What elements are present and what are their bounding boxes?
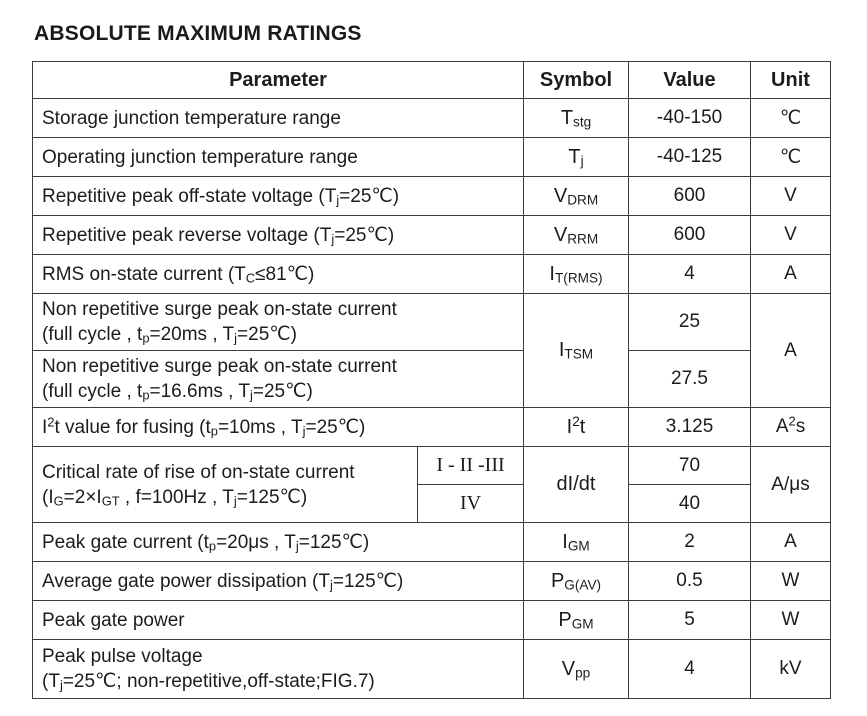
value-cell: 600	[628, 215, 751, 255]
symbol-cell: Tstg	[523, 98, 629, 138]
column-header-parameter: Parameter	[32, 61, 524, 99]
value-cell: 3.125	[628, 407, 751, 447]
value-cell: 4	[628, 639, 751, 699]
value-cell: -40-150	[628, 98, 751, 138]
value-cell: 2	[628, 522, 751, 562]
parameter-cell: Peak gate current (tp=20μs , Tj=125℃)	[32, 522, 524, 562]
value-cell: -40-125	[628, 137, 751, 177]
parameter-cell: Repetitive peak reverse voltage (Tj=25℃)	[32, 215, 524, 255]
parameter-cell: Critical rate of rise of on-state curren…	[32, 446, 418, 523]
unit-cell: ℃	[750, 98, 831, 138]
unit-cell: V	[750, 215, 831, 255]
value-cell: 40	[628, 484, 751, 523]
parameter-cell: Average gate power dissipation (Tj=125℃)	[32, 561, 524, 601]
table-row: Repetitive peak off-state voltage (Tj=25…	[32, 176, 831, 216]
unit-cell: A	[750, 293, 831, 408]
symbol-cell: PG(AV)	[523, 561, 629, 601]
thyristor-class-cell: IV	[417, 484, 524, 523]
table-row: I2t value for fusing (tp=10ms , Tj=25℃) …	[32, 407, 831, 447]
thyristor-class-cell: I - II -III	[417, 446, 524, 485]
parameter-cell: Peak pulse voltage (Tj=25℃; non-repetiti…	[32, 639, 524, 699]
symbol-cell: ITSM	[523, 293, 629, 408]
table-row: Non repetitive surge peak on-state curre…	[32, 350, 831, 408]
symbol-cell: Tj	[523, 137, 629, 177]
unit-cell: W	[750, 600, 831, 640]
table-row: Peak gate current (tp=20μs , Tj=125℃) IG…	[32, 522, 831, 562]
symbol-cell: PGM	[523, 600, 629, 640]
parameter-cell: I2t value for fusing (tp=10ms , Tj=25℃)	[32, 407, 524, 447]
symbol-cell: I2t	[523, 407, 629, 447]
value-cell: 5	[628, 600, 751, 640]
table-row: Storage junction temperature range Tstg …	[32, 98, 831, 138]
parameter-cell: Repetitive peak off-state voltage (Tj=25…	[32, 176, 524, 216]
unit-cell: A	[750, 254, 831, 294]
table-row: Operating junction temperature range Tj …	[32, 137, 831, 177]
symbol-cell: VDRM	[523, 176, 629, 216]
table-row: Non repetitive surge peak on-state curre…	[32, 293, 831, 408]
table-row: Peak pulse voltage (Tj=25℃; non-repetiti…	[32, 639, 831, 699]
symbol-cell: IGM	[523, 522, 629, 562]
symbol-cell: IT(RMS)	[523, 254, 629, 294]
unit-cell: W	[750, 561, 831, 601]
column-header-symbol: Symbol	[523, 61, 629, 99]
table-header-row: Parameter Symbol Value Unit	[32, 61, 831, 99]
parameter-cell: Non repetitive surge peak on-state curre…	[32, 350, 524, 408]
value-cell: 600	[628, 176, 751, 216]
table-row: Average gate power dissipation (Tj=125℃)…	[32, 561, 831, 601]
table-row: Critical rate of rise of on-state curren…	[32, 446, 831, 523]
unit-cell: kV	[750, 639, 831, 699]
parameter-cell: Storage junction temperature range	[32, 98, 524, 138]
column-header-unit: Unit	[750, 61, 831, 99]
column-header-value: Value	[628, 61, 751, 99]
table-row: Repetitive peak reverse voltage (Tj=25℃)…	[32, 215, 831, 255]
symbol-cell: VRRM	[523, 215, 629, 255]
value-cell: 25	[628, 293, 751, 351]
symbol-cell: Vpp	[523, 639, 629, 699]
page-title: ABSOLUTE MAXIMUM RATINGS	[34, 22, 362, 45]
page: ABSOLUTE MAXIMUM RATINGS Parameter Symbo…	[32, 22, 831, 699]
parameter-cell: Peak gate power	[32, 600, 524, 640]
absolute-maximum-ratings-table: Parameter Symbol Value Unit Storage junc…	[32, 61, 831, 699]
symbol-cell: dI/dt	[523, 446, 629, 523]
value-cell: 27.5	[628, 350, 751, 408]
unit-cell: A	[750, 522, 831, 562]
parameter-cell: RMS on-state current (TC≤81℃)	[32, 254, 524, 294]
unit-cell: ℃	[750, 137, 831, 177]
value-cell: 4	[628, 254, 751, 294]
table-row: RMS on-state current (TC≤81℃) IT(RMS) 4 …	[32, 254, 831, 294]
table-row: IV 40	[33, 484, 831, 523]
unit-cell: A2s	[750, 407, 831, 447]
parameter-cell: Operating junction temperature range	[32, 137, 524, 177]
value-cell: 70	[628, 446, 751, 485]
parameter-cell: Non repetitive surge peak on-state curre…	[32, 293, 524, 351]
unit-cell: V	[750, 176, 831, 216]
unit-cell: A/μs	[750, 446, 831, 523]
table-row: Peak gate power PGM 5 W	[32, 600, 831, 640]
value-cell: 0.5	[628, 561, 751, 601]
